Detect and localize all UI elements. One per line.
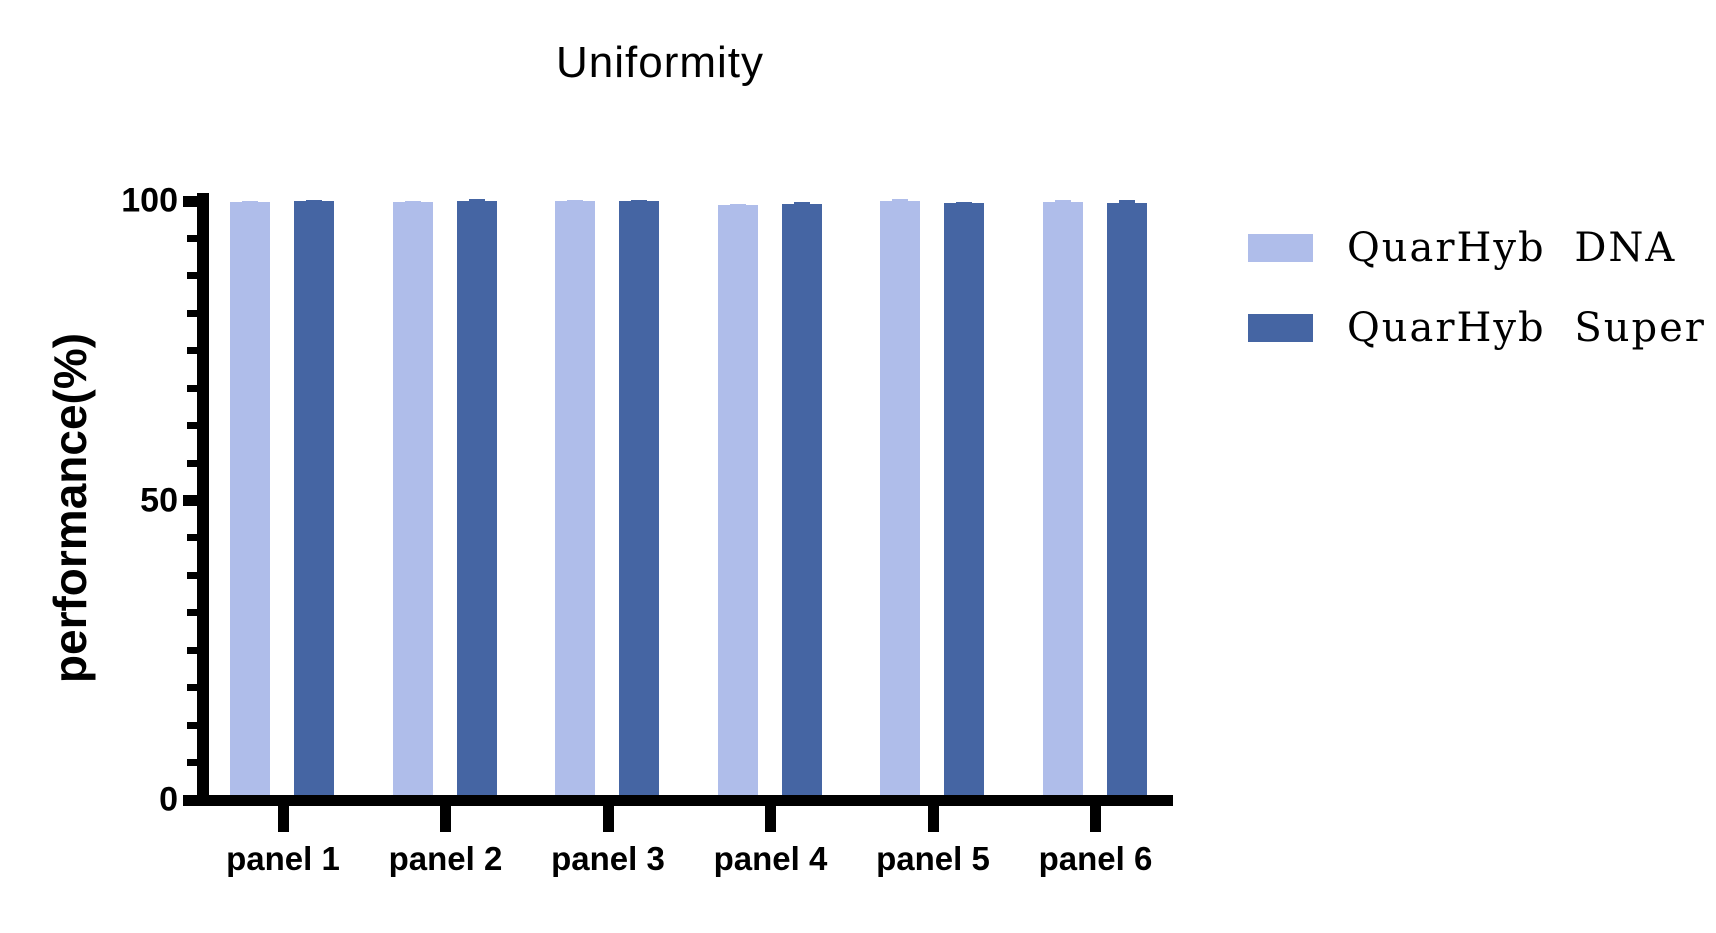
x-tick-label-3: panel 3 xyxy=(551,840,665,877)
legend-swatch-quarhyb-dna xyxy=(1248,234,1313,262)
y-tick-label-100: 100 xyxy=(121,181,178,220)
bar-quarhyb-dna-1 xyxy=(230,201,270,795)
bar-quarhyb-super-3 xyxy=(619,201,659,795)
bar-quarhyb-super-2 xyxy=(456,201,497,795)
legend-item-quarhyb-dna: QuarHyb DNA xyxy=(1248,225,1676,271)
y-major-tick-100 xyxy=(183,195,198,207)
y-minor-tick xyxy=(187,384,198,392)
x-tick-2 xyxy=(440,806,451,832)
y-minor-tick xyxy=(187,534,198,542)
y-minor-tick xyxy=(187,272,198,280)
x-axis-line xyxy=(197,795,1173,806)
y-major-tick-50 xyxy=(183,495,198,506)
y-minor-tick xyxy=(187,759,198,767)
bar-quarhyb-dna-2 xyxy=(392,201,433,795)
error-cap-quarhyb-super-6 xyxy=(1118,199,1135,205)
chart-title: Uniformity xyxy=(555,38,765,87)
y-minor-tick xyxy=(187,459,198,467)
y-axis-line xyxy=(197,193,209,806)
bar-quarhyb-dna-4 xyxy=(717,205,758,795)
bar-quarhyb-dna-5 xyxy=(880,201,920,795)
y-tick-label-0: 0 xyxy=(159,780,178,819)
y-minor-tick xyxy=(187,684,198,692)
y-minor-tick xyxy=(187,309,198,317)
y-minor-tick xyxy=(187,347,198,355)
y-minor-tick xyxy=(187,234,198,242)
y-minor-tick xyxy=(187,609,198,617)
bar-quarhyb-super-1 xyxy=(294,201,334,795)
x-tick-3 xyxy=(602,806,614,832)
x-tick-label-5: panel 5 xyxy=(876,840,990,877)
x-tick-label-6: panel 6 xyxy=(1038,840,1153,877)
y-minor-tick xyxy=(187,721,198,729)
y-major-tick-0 xyxy=(183,794,198,806)
x-tick-label-1: panel 1 xyxy=(226,840,340,877)
bar-quarhyb-super-4 xyxy=(781,203,822,795)
bar-quarhyb-super-5 xyxy=(944,202,984,795)
legend-item-quarhyb-super: QuarHyb Super xyxy=(1248,305,1706,351)
y-minor-tick xyxy=(187,571,198,579)
x-tick-5 xyxy=(927,806,939,832)
x-tick-4 xyxy=(765,806,776,832)
legend-label-quarhyb-super: QuarHyb Super xyxy=(1347,305,1706,351)
legend-swatch-quarhyb-super xyxy=(1248,314,1313,342)
bar-quarhyb-dna-6 xyxy=(1042,201,1083,795)
bar-quarhyb-dna-3 xyxy=(555,201,595,795)
x-tick-6 xyxy=(1090,806,1101,832)
y-minor-tick xyxy=(187,422,198,430)
y-tick-label-50: 50 xyxy=(140,481,178,519)
y-minor-tick xyxy=(187,646,198,654)
x-tick-label-2: panel 2 xyxy=(388,840,503,877)
x-tick-1 xyxy=(277,806,289,832)
bar-quarhyb-super-6 xyxy=(1106,203,1147,795)
x-tick-label-4: panel 4 xyxy=(713,840,828,877)
legend-label-quarhyb-dna: QuarHyb DNA xyxy=(1347,225,1677,271)
